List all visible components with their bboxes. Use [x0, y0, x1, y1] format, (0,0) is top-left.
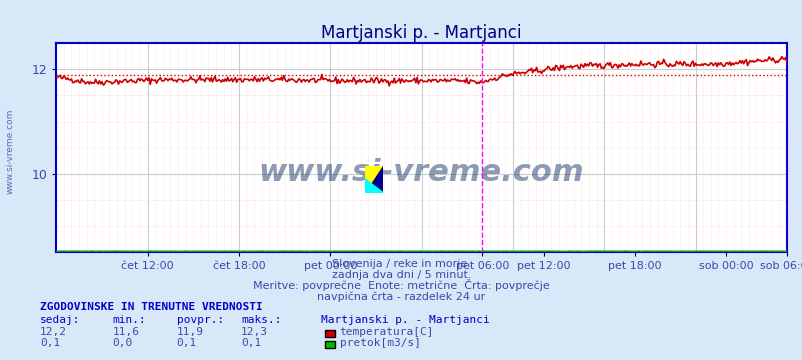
- Text: Meritve: povprečne  Enote: metrične  Črta: povprečje: Meritve: povprečne Enote: metrične Črta:…: [253, 279, 549, 291]
- Polygon shape: [365, 179, 383, 193]
- Text: 0,1: 0,1: [176, 338, 196, 348]
- Text: www.si-vreme.com: www.si-vreme.com: [5, 108, 14, 194]
- Text: pretok[m3/s]: pretok[m3/s]: [339, 338, 420, 348]
- Text: 12,3: 12,3: [241, 327, 268, 337]
- Text: 11,6: 11,6: [112, 327, 140, 337]
- Text: temperatura[C]: temperatura[C]: [339, 327, 434, 337]
- Text: 11,9: 11,9: [176, 327, 204, 337]
- Polygon shape: [365, 166, 383, 193]
- Text: 0,0: 0,0: [112, 338, 132, 348]
- Text: 12,2: 12,2: [40, 327, 67, 337]
- Text: 0,1: 0,1: [241, 338, 261, 348]
- Text: Martjanski p. - Martjanci: Martjanski p. - Martjanci: [321, 315, 489, 325]
- Text: maks.:: maks.:: [241, 315, 281, 325]
- Polygon shape: [365, 166, 383, 193]
- Title: Martjanski p. - Martjanci: Martjanski p. - Martjanci: [321, 24, 521, 42]
- Text: navpična črta - razdelek 24 ur: navpična črta - razdelek 24 ur: [317, 291, 485, 302]
- Text: ZGODOVINSKE IN TRENUTNE VREDNOSTI: ZGODOVINSKE IN TRENUTNE VREDNOSTI: [40, 302, 262, 312]
- Text: 0,1: 0,1: [40, 338, 60, 348]
- Text: zadnja dva dni / 5 minut.: zadnja dva dni / 5 minut.: [331, 270, 471, 280]
- Text: www.si-vreme.com: www.si-vreme.com: [258, 158, 584, 187]
- Text: povpr.:: povpr.:: [176, 315, 224, 325]
- Text: Slovenija / reke in morje.: Slovenija / reke in morje.: [332, 259, 470, 269]
- Text: sedaj:: sedaj:: [40, 315, 80, 325]
- Text: min.:: min.:: [112, 315, 146, 325]
